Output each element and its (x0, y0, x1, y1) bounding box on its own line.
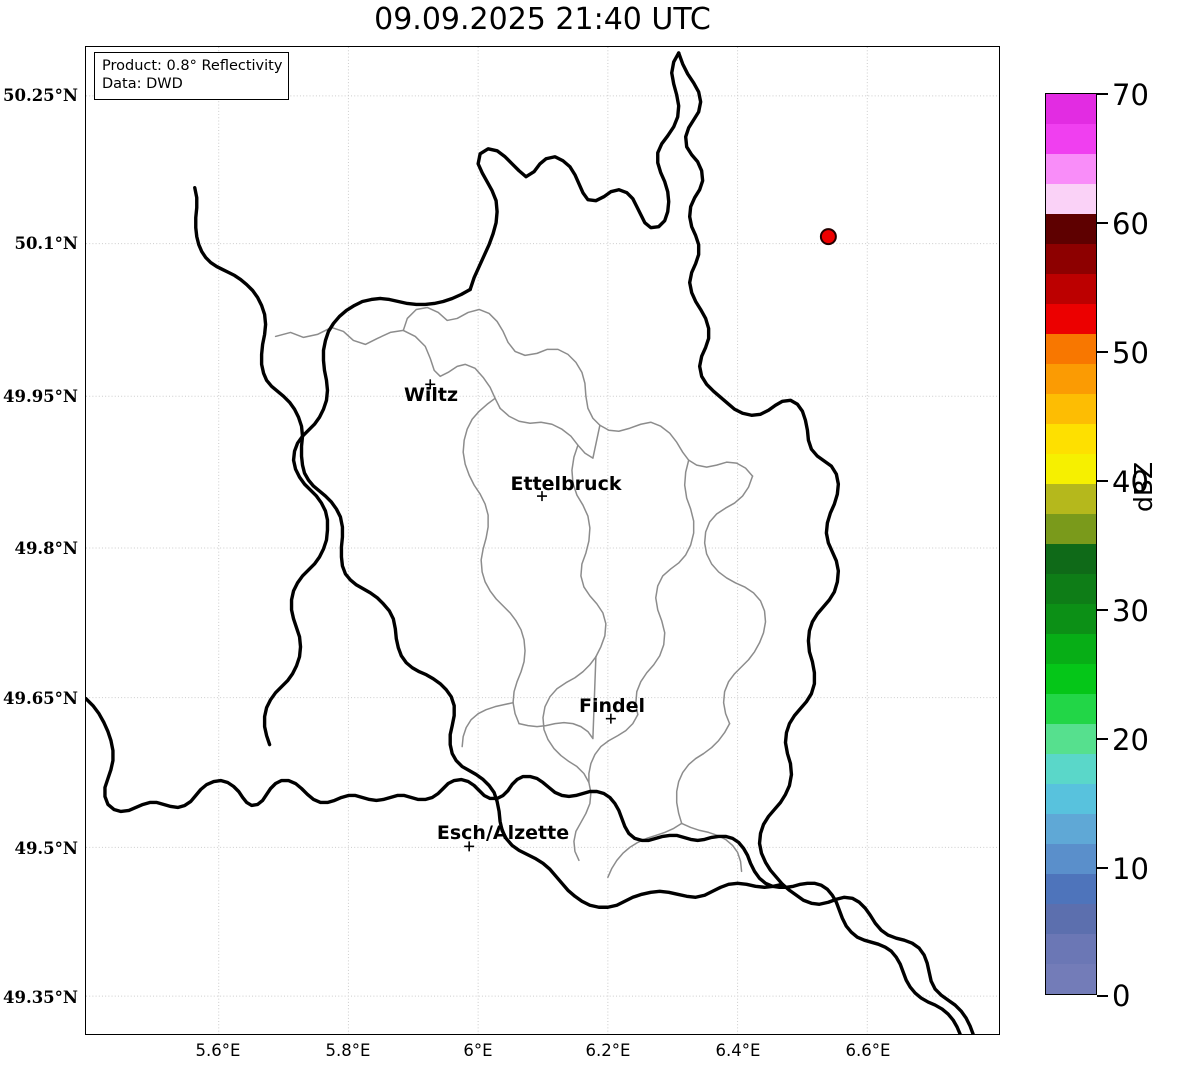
colorbar-band-3 (1046, 184, 1096, 214)
city-label-findel: Findel (578, 695, 646, 717)
city-marker-findel (605, 713, 616, 724)
cbar-label-60: 60 (1112, 207, 1149, 241)
colorbar-band-29 (1046, 964, 1096, 994)
radar-site-marker[interactable] (819, 228, 837, 246)
xtick-label-66: 6.6°E (845, 1041, 891, 1060)
colorbar-band-10 (1046, 394, 1096, 424)
colorbar-band-21 (1046, 724, 1096, 754)
xtick-label-62: 6.2°E (585, 1041, 631, 1060)
city-markers (425, 379, 616, 852)
cbar-label-20: 20 (1112, 723, 1149, 757)
colorbar-band-15 (1046, 544, 1096, 574)
info-product-line: Product: 0.8° Reflectivity (102, 58, 283, 74)
colorbar-band-11 (1046, 424, 1096, 454)
ytick-label-4995: 49.95°N (3, 387, 78, 406)
cbar-tick-70 (1097, 93, 1108, 95)
radar-map-plot[interactable]: Product: 0.8° Reflectivity Data: DWD Wil… (85, 46, 1000, 1035)
colorbar-band-12 (1046, 454, 1096, 484)
ytick-label-5025: 50.25°N (3, 86, 78, 105)
colorbar-band-9 (1046, 364, 1096, 394)
colorbar-band-23 (1046, 784, 1096, 814)
colorbar-band-14 (1046, 514, 1096, 544)
colorbar-band-13 (1046, 484, 1096, 514)
colorbar-band-19 (1046, 664, 1096, 694)
colorbar-band-24 (1046, 814, 1096, 844)
cbar-label-0: 0 (1112, 979, 1131, 1013)
cbar-label-30: 30 (1112, 594, 1149, 628)
city-marker-wiltz (425, 379, 436, 390)
colorbar-band-1 (1046, 124, 1096, 154)
city-label-ettelbruck: Ettelbruck (510, 473, 622, 495)
colorbar-band-5 (1046, 244, 1096, 274)
colorbar-band-2 (1046, 154, 1096, 184)
ytick-label-4965: 49.65°N (3, 689, 78, 708)
colorbar-band-27 (1046, 904, 1096, 934)
ytick-label-4935: 49.35°N (3, 988, 78, 1007)
product-info-box: Product: 0.8° Reflectivity Data: DWD (94, 52, 290, 100)
cbar-label-40: 40 (1112, 465, 1149, 499)
colorbar-band-18 (1046, 634, 1096, 664)
ytick-label-495: 49.5°N (14, 839, 78, 858)
page-title: 09.09.2025 21:40 UTC (374, 2, 711, 37)
xtick-label-58: 5.8°E (325, 1041, 371, 1060)
colorbar-axis-label: dBZ (1129, 461, 1158, 512)
colorbar-band-6 (1046, 274, 1096, 304)
colorbar-band-28 (1046, 934, 1096, 964)
reflectivity-colorbar[interactable] (1045, 93, 1097, 995)
city-label-esch: Esch/Alzette (436, 822, 570, 844)
colorbar-band-16 (1046, 574, 1096, 604)
canton-borders (274, 306, 767, 879)
info-data-line: Data: DWD (102, 76, 183, 93)
colorbar-band-7 (1046, 304, 1096, 334)
xtick-label-60: 6°E (463, 1041, 493, 1060)
colorbar-band-20 (1046, 694, 1096, 724)
cbar-tick-60 (1097, 222, 1108, 224)
city-label-wiltz: Wiltz (403, 384, 459, 406)
colorbar-band-25 (1046, 844, 1096, 874)
cbar-tick-10 (1097, 867, 1108, 869)
colorbar-band-0 (1046, 94, 1096, 124)
cbar-label-10: 10 (1112, 852, 1149, 886)
cbar-label-50: 50 (1112, 336, 1149, 370)
colorbar-band-22 (1046, 754, 1096, 784)
cbar-tick-50 (1097, 351, 1108, 353)
colorbar-band-17 (1046, 604, 1096, 634)
cbar-tick-40 (1097, 480, 1108, 482)
xtick-label-56: 5.6°E (195, 1041, 241, 1060)
ytick-label-501: 50.1°N (14, 234, 78, 253)
colorbar-band-8 (1046, 334, 1096, 364)
colorbar-band-4 (1046, 214, 1096, 244)
colorbar-band-26 (1046, 874, 1096, 904)
cbar-tick-0 (1097, 995, 1108, 997)
map-svg (86, 47, 999, 1034)
city-marker-ettelbruck (537, 491, 547, 502)
neighbour-borders-southwest (86, 696, 962, 1034)
cbar-label-70: 70 (1112, 78, 1149, 112)
city-marker-esch (464, 841, 475, 852)
cbar-tick-30 (1097, 609, 1108, 611)
xtick-label-64: 6.4°E (715, 1041, 761, 1060)
ytick-label-498: 49.8°N (14, 539, 78, 558)
country-borders (193, 51, 975, 1034)
map-gridlines (86, 47, 999, 1034)
cbar-tick-20 (1097, 738, 1108, 740)
